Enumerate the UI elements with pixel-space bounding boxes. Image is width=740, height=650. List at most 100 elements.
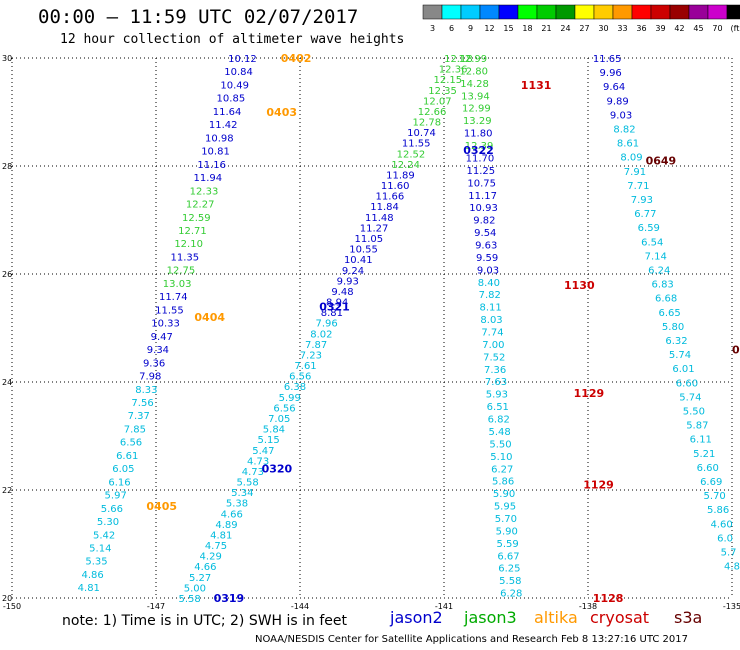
wave-height-point: 6.56: [273, 403, 295, 414]
wave-height-point: 7.52: [483, 352, 505, 363]
wave-height-point: 5.95: [494, 502, 516, 513]
wave-height-point: 6.01: [672, 364, 694, 375]
wave-height-point: 9.93: [337, 276, 359, 287]
colorbar-label: 33: [617, 24, 627, 33]
wave-height-point: 5.70: [495, 514, 517, 525]
wave-height-point: 12.59: [182, 213, 211, 224]
wave-height-point: 5.30: [97, 517, 119, 528]
wave-height-point: 12.66: [418, 107, 447, 118]
colorbar-swatch: [593, 4, 614, 20]
pass-time-label: 06: [732, 344, 740, 357]
wave-height-point: 6.56: [289, 372, 311, 383]
wave-height-point: 6.51: [487, 402, 509, 413]
pass-time-label: 0405: [146, 500, 177, 513]
wave-height-point: 5.50: [489, 439, 511, 450]
x-tick-label: -150: [3, 602, 21, 611]
wave-height-point: 9.24: [342, 266, 364, 277]
wave-height-point: 7.56: [131, 398, 153, 409]
wave-height-point: 10.75: [467, 178, 496, 189]
legend-item-jason2: jason2: [390, 608, 443, 627]
grid: [11, 57, 733, 599]
wave-height-point: 5.84: [263, 425, 285, 436]
wave-height-point: 7.63: [485, 377, 507, 388]
wave-height-point: 12.10: [174, 239, 203, 250]
colorbar-swatch: [517, 4, 538, 20]
wave-height-point: 6.65: [658, 308, 680, 319]
wave-height-point: 7.87: [305, 340, 327, 351]
wave-height-point: 7.00: [482, 340, 504, 351]
wave-height-point: 5.58: [236, 478, 258, 489]
colorbar-label: 21: [541, 24, 551, 33]
wave-height-point: 5.59: [496, 539, 518, 550]
wave-height-point: 7.74: [481, 328, 503, 339]
wave-height-point: 6.59: [638, 223, 660, 234]
wave-height-point: 11.55: [402, 139, 431, 150]
wave-height-point: 6.56: [120, 438, 142, 449]
chart-title: 00:00 – 11:59 UTC 02/07/2017: [38, 6, 359, 28]
wave-height-point: 10.81: [201, 147, 230, 158]
legend-item-jason3: jason3: [464, 608, 517, 627]
wave-height-point: 11.84: [370, 202, 399, 213]
pass-time-label: 0649: [646, 155, 677, 168]
credit-text: NOAA/NESDIS Center for Satellite Applica…: [255, 634, 688, 645]
wave-height-point: 11.80: [464, 129, 493, 140]
wave-height-point: 10.12: [228, 54, 257, 65]
wave-height-point: 7.61: [294, 361, 316, 372]
axis-ticks: -150 -147 -144 -141 -138 -135 20 22 24 26 28 30: [2, 54, 740, 611]
colorbar-label: 6: [449, 24, 454, 33]
wave-height-point: 12.99: [458, 54, 487, 65]
wave-height-point: 10.85: [217, 94, 246, 105]
wave-height-point: 11.70: [466, 153, 495, 164]
wave-height-point: 6.27: [491, 464, 513, 475]
pass-time-label: 1129: [583, 479, 614, 492]
y-tick-label: 24: [2, 378, 12, 387]
wave-height-point: 6.61: [116, 451, 138, 462]
y-tick-label: 28: [2, 162, 12, 171]
wave-height-point: 9.96: [600, 68, 622, 79]
wave-height-point: 11.64: [213, 107, 242, 118]
wave-height-point: 5.14: [89, 544, 111, 555]
wave-height-point: 5.50: [683, 407, 705, 418]
wave-height-point: 7.71: [627, 181, 649, 192]
wave-height-point: 12.33: [190, 186, 219, 197]
colorbar-swatch: [631, 4, 652, 20]
colorbar-swatch: [498, 4, 519, 20]
wave-height-point: 11.05: [354, 234, 383, 245]
wave-height-point: 7.91: [624, 167, 646, 178]
colorbar-label: 12: [484, 24, 494, 33]
wave-height-point: 5.10: [490, 452, 512, 463]
colorbar-swatch: [536, 4, 557, 20]
colorbar-label: (ft): [730, 24, 740, 33]
wave-height-point: 4.75: [205, 541, 227, 552]
wave-height-point: 10.49: [220, 80, 249, 91]
wave-height-point: 6.24: [648, 266, 670, 277]
wave-height-point: 11.48: [365, 213, 394, 224]
wave-height-point: 7.05: [268, 414, 290, 425]
wave-height-point: 6.11: [690, 435, 712, 446]
wave-height-point: 14.28: [460, 79, 489, 90]
wave-height-point: 8.02: [310, 329, 332, 340]
colorbar-label: 3: [430, 24, 435, 33]
wave-height-point: 9.03: [610, 110, 632, 121]
wave-height-point: 7.23: [300, 350, 322, 361]
wave-height-point: 8.81: [321, 308, 343, 319]
colorbar-label: 15: [503, 24, 513, 33]
pass-labels: 0402 0403 0404 0405 0322 0321 0320 0319 1131 1130…: [146, 52, 740, 605]
wave-height-point: 6.67: [497, 551, 519, 562]
wave-height-point: 9.63: [475, 240, 497, 251]
wave-height-point: 5.74: [669, 350, 691, 361]
wave-height-point: 4.66: [194, 562, 216, 573]
wave-height-point: 9.64: [603, 82, 625, 93]
x-tick-label: -141: [435, 602, 453, 611]
wave-height-point: 11.65: [593, 54, 622, 65]
colorbar-swatch: [574, 4, 595, 20]
wave-height-point: 11.25: [467, 166, 496, 177]
colorbar-label: 45: [693, 24, 703, 33]
colorbar-label: 36: [636, 24, 646, 33]
y-tick-label: 26: [2, 270, 12, 279]
wave-height-point: 11.17: [468, 191, 497, 202]
wave-height-point: 11.35: [170, 252, 199, 263]
colorbar-swatch: [460, 4, 481, 20]
